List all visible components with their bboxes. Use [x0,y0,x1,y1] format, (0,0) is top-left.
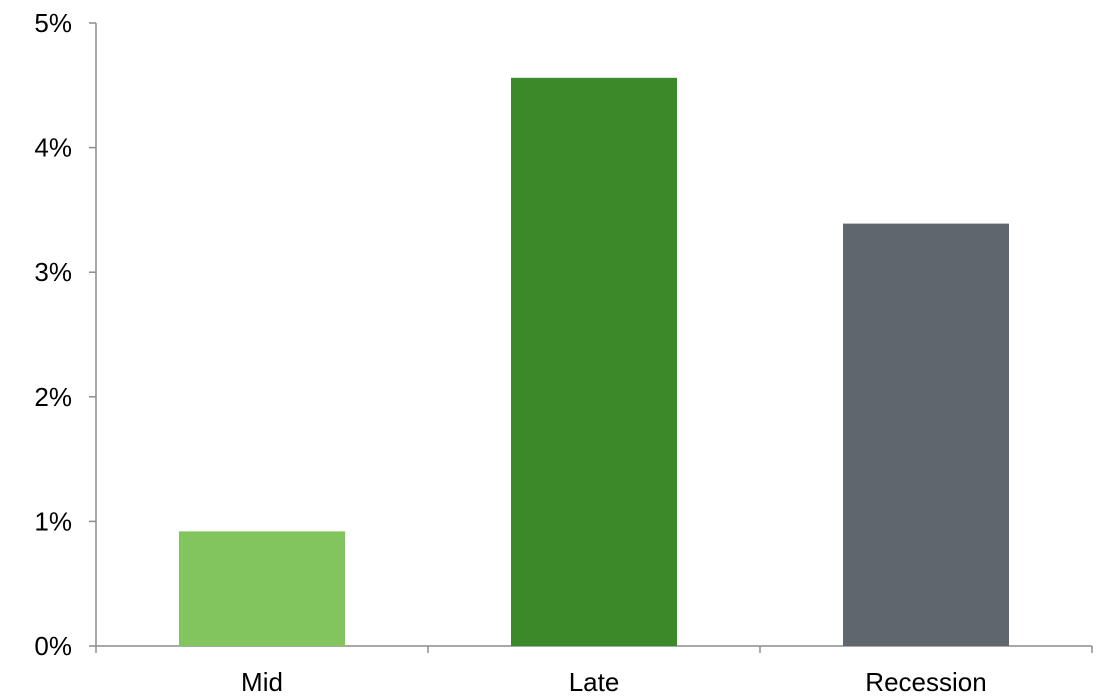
y-tick-label: 4% [34,133,72,163]
y-tick-label: 1% [34,506,72,536]
bars [179,77,1009,647]
x-axis: Mid Late Recession [95,645,1093,697]
y-axis: 0% 1% 2% 3% 4% 5% [34,8,97,661]
y-tick-label: 5% [34,8,72,38]
bar-recession [843,223,1009,646]
x-tick-label: Mid [241,667,283,697]
bar-late [511,77,677,647]
y-tick-label: 0% [34,631,72,661]
y-tick-label: 2% [34,382,72,412]
bar-mid [179,531,345,646]
x-tick-label: Recession [865,667,986,697]
y-tick-label: 3% [34,257,72,287]
x-tick-label: Late [569,667,620,697]
